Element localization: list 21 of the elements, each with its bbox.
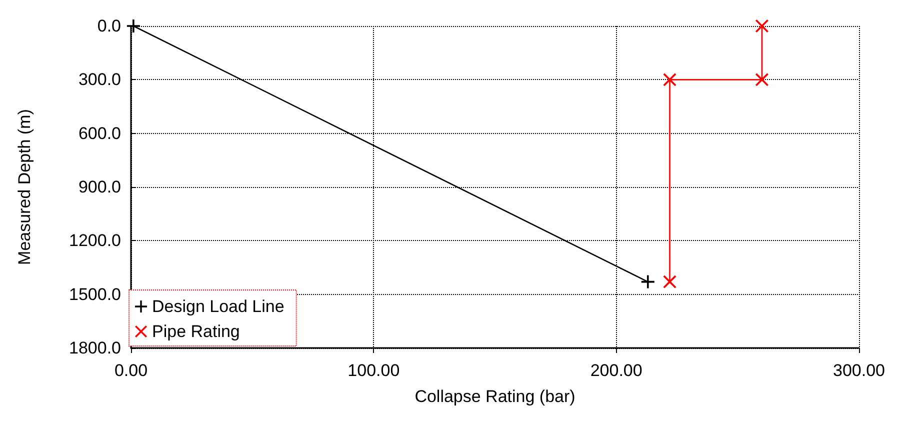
point bbox=[755, 20, 768, 32]
point bbox=[641, 275, 654, 288]
x-tick-label: 0.00 bbox=[114, 361, 148, 380]
x-tick-label: 100.00 bbox=[348, 361, 400, 380]
y-axis-title: Measured Depth (m) bbox=[15, 109, 34, 265]
y-tick-label: 1500.0 bbox=[69, 284, 121, 304]
y-tick-label: 300.0 bbox=[78, 70, 121, 90]
legend-label: Design Load Line bbox=[152, 297, 284, 316]
y-tick-label: 1200.0 bbox=[69, 231, 121, 250]
x-tick-label: 200.00 bbox=[590, 361, 642, 380]
point bbox=[126, 20, 140, 32]
y-tick-label: 0.0 bbox=[97, 16, 121, 36]
point bbox=[663, 73, 676, 86]
point bbox=[663, 275, 676, 288]
y-tick-label: 900.0 bbox=[78, 178, 121, 196]
x-tick-label: 300.00 bbox=[833, 361, 885, 380]
point bbox=[755, 73, 768, 86]
x-axis-title: Collapse Rating (bar) bbox=[414, 387, 576, 406]
y-tick-label: 600.0 bbox=[78, 124, 121, 143]
y-tick-label: 1800.0 bbox=[69, 338, 121, 358]
legend-label: Pipe Rating bbox=[152, 322, 240, 341]
